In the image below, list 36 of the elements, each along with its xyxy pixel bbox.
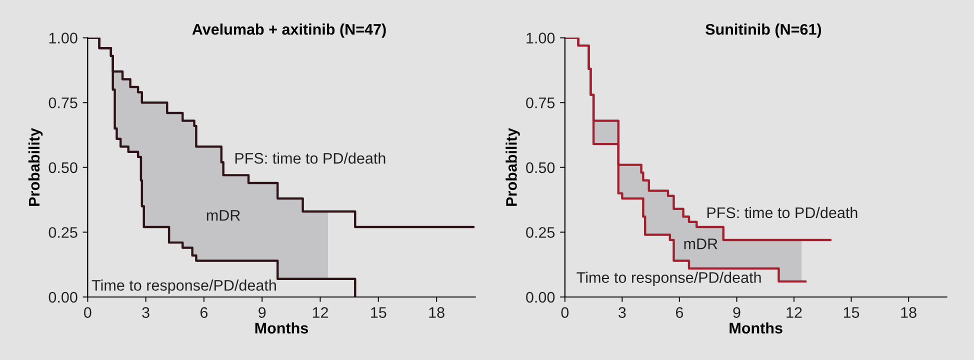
x-tick-label: 15 xyxy=(844,307,860,318)
x-tick-label: 9 xyxy=(733,307,740,318)
x-axis-title: Months xyxy=(255,322,308,334)
x-tick-label: 15 xyxy=(371,307,386,318)
x-tick-label: 18 xyxy=(901,307,916,318)
annotation: mDR xyxy=(684,238,718,250)
annotation: Time to response/PD/death xyxy=(576,272,761,286)
x-axis-title: Months xyxy=(730,322,782,334)
y-tick-label: 1.00 xyxy=(526,32,555,44)
y-tick-label: 0.75 xyxy=(526,97,555,108)
y-axis-title: Probability xyxy=(506,128,520,206)
y-tick-label: 0.00 xyxy=(526,292,555,303)
y-tick-label: 0.25 xyxy=(526,227,555,238)
y-tick-label: 1.00 xyxy=(49,32,78,44)
y-tick-label: 0.50 xyxy=(526,162,555,174)
x-tick-label: 3 xyxy=(142,307,150,318)
y-tick-label: 0.75 xyxy=(48,97,78,108)
x-tick-label: 0 xyxy=(561,307,569,318)
x-tick-label: 3 xyxy=(618,307,626,318)
annotation: PFS: time to PD/death xyxy=(707,206,858,218)
x-tick-label: 0 xyxy=(84,307,92,318)
y-tick-label: 0.25 xyxy=(48,227,78,238)
annotation: mDR xyxy=(206,210,240,221)
y-tick-label: 0.00 xyxy=(48,292,78,303)
x-tick-label: 9 xyxy=(258,307,266,318)
annotation: PFS: time to PD/death xyxy=(235,152,386,164)
y-axis-title: Probability xyxy=(28,128,43,206)
chart-title: Avelumab + axitinib (N=47) xyxy=(192,24,386,38)
x-tick-label: 12 xyxy=(786,307,802,318)
x-tick-label: 6 xyxy=(676,307,684,318)
x-tick-label: 18 xyxy=(429,307,444,318)
x-tick-label: 6 xyxy=(200,307,208,318)
chart-title: Sunitinib (N=61) xyxy=(706,24,822,38)
annotation: Time to response/PD/death xyxy=(92,280,276,294)
y-tick-label: 0.50 xyxy=(48,162,78,174)
x-tick-label: 12 xyxy=(312,307,328,318)
